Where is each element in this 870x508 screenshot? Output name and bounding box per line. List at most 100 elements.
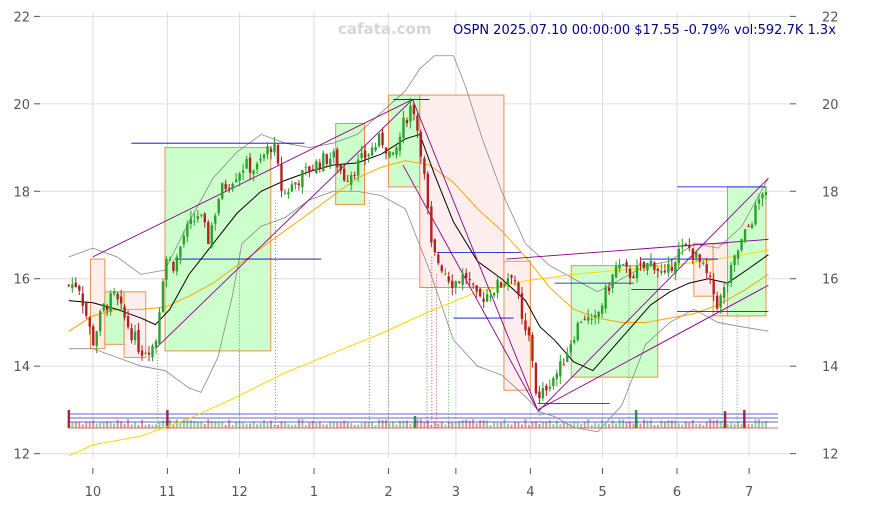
y-tick-label-right: 22	[822, 10, 839, 25]
candle-body	[384, 147, 388, 154]
volume-bar	[405, 420, 408, 428]
candle-body	[506, 278, 510, 284]
volume-bar	[116, 419, 119, 428]
candle-body	[691, 248, 694, 260]
volume-bar	[214, 421, 217, 428]
candle-body	[618, 264, 621, 269]
candle-body	[363, 150, 367, 159]
candle-body	[573, 340, 576, 343]
volume-bar	[555, 420, 558, 428]
volume-bar	[615, 423, 618, 428]
candle-body	[88, 317, 91, 327]
volume-bar	[329, 421, 332, 428]
volume-bar	[580, 423, 583, 428]
volume-bar	[280, 421, 283, 428]
y-tick-label-left: 22	[13, 10, 30, 25]
candle-body	[499, 282, 503, 287]
candle-body	[203, 213, 206, 223]
candle-body	[154, 341, 158, 348]
volume-bar	[472, 419, 475, 428]
volume-spike	[67, 410, 71, 428]
candle-body	[458, 281, 461, 283]
volume-bar	[437, 423, 440, 428]
y-tick-label-right: 20	[822, 98, 839, 113]
volume-bar	[158, 422, 161, 428]
volume-bar	[465, 419, 468, 428]
volume-bar	[203, 423, 206, 428]
volume-bar	[339, 422, 342, 428]
candle-body	[388, 151, 391, 157]
volume-bar	[374, 424, 377, 428]
volume-bar	[242, 422, 245, 428]
volume-bar	[318, 421, 321, 428]
candle-body	[743, 229, 747, 241]
volume-bar	[716, 419, 719, 428]
volume-bar	[102, 422, 105, 428]
candle-body	[607, 287, 611, 291]
volume-bar	[168, 419, 171, 428]
volume-bar	[454, 421, 457, 428]
volume-bar	[85, 421, 88, 428]
volume-bar	[134, 422, 137, 428]
volume-bar	[311, 420, 314, 428]
volume-bar	[440, 422, 443, 428]
candle-body	[370, 147, 374, 156]
volume-bar	[92, 420, 95, 428]
volume-spike	[723, 411, 727, 428]
candle-body	[311, 169, 315, 171]
volume-bar	[346, 422, 349, 428]
candle-body	[712, 280, 715, 295]
candle-body	[318, 162, 322, 169]
grid	[40, 12, 790, 458]
candle-body	[646, 262, 649, 271]
volume-bar	[301, 419, 304, 428]
candle-body	[356, 159, 360, 176]
candle-body	[349, 175, 353, 185]
candle-body	[137, 329, 140, 352]
candle-body	[144, 352, 147, 354]
x-tick-label: 3	[452, 485, 460, 500]
x-tick-label: 2	[384, 485, 392, 500]
candle-body	[227, 187, 231, 189]
band-lower	[68, 190, 769, 433]
volume-bar	[336, 422, 339, 428]
candle-body	[234, 179, 238, 183]
volume-bar	[245, 423, 248, 428]
y-tick-label-right: 18	[822, 185, 839, 200]
volume-bar	[182, 419, 185, 428]
y-tick-label-right: 16	[822, 273, 839, 288]
volume-bar	[541, 421, 544, 428]
candle-body	[287, 192, 290, 195]
candle-body	[130, 328, 133, 340]
candle-body	[708, 275, 712, 277]
y-tick-label-left: 14	[13, 360, 30, 375]
candle-body	[451, 280, 454, 288]
candle-body	[105, 307, 109, 311]
candle-body	[757, 199, 761, 204]
y-tick-label-right: 14	[822, 360, 839, 375]
volume-bar	[357, 424, 360, 428]
volume-bar	[409, 423, 412, 428]
candle-body	[353, 175, 356, 177]
volume-bar	[74, 422, 77, 428]
volume-bar	[632, 423, 635, 428]
candle-body	[147, 352, 151, 355]
volume-bar	[514, 422, 516, 428]
candle-body	[569, 344, 572, 353]
volume-bar	[751, 423, 754, 428]
volume-bars	[67, 410, 778, 429]
candle-body	[461, 273, 464, 285]
candle-body	[377, 133, 381, 147]
volume-bar	[493, 422, 496, 428]
volume-bar	[534, 421, 537, 428]
volume-bar	[576, 422, 579, 428]
volume-bar	[353, 424, 356, 428]
candle-body	[165, 258, 168, 280]
volume-bar	[653, 424, 656, 428]
candle-body	[262, 154, 266, 159]
volume-bar	[709, 419, 712, 428]
volume-bar	[601, 419, 604, 428]
candle-body	[642, 261, 646, 268]
y-tick-label-left: 18	[13, 185, 30, 200]
